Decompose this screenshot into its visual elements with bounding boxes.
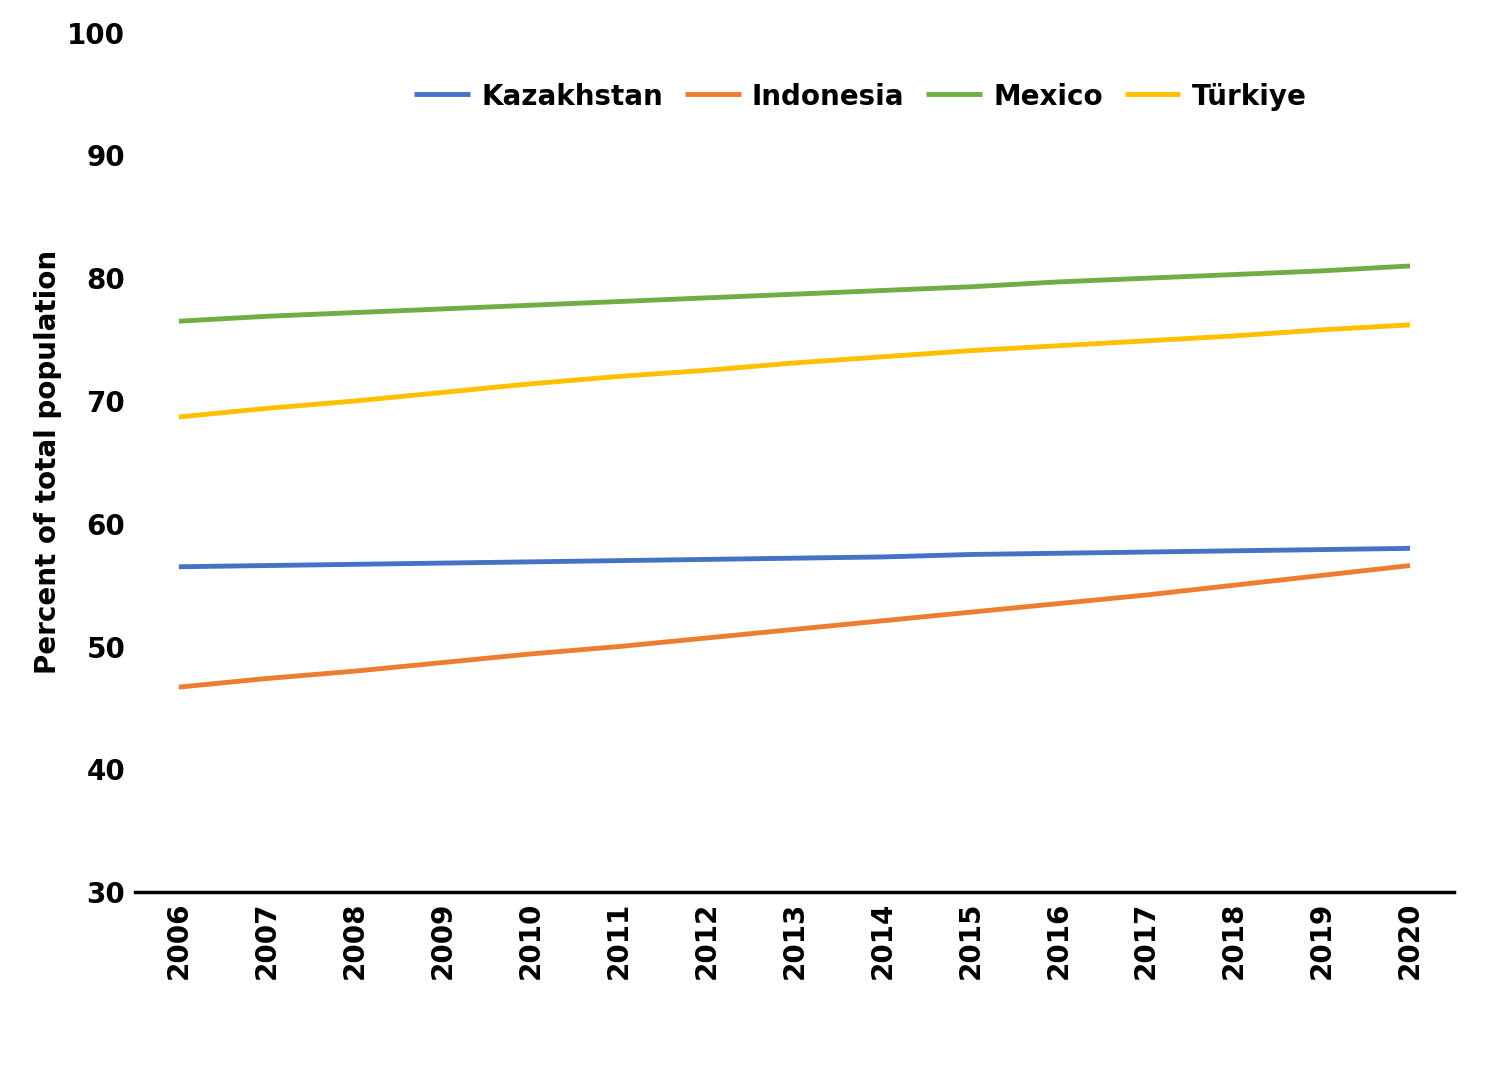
Kazakhstan (785, 552, 803, 565)
Mexico (1313, 264, 1331, 277)
Türkiye (610, 370, 628, 383)
Kazakhstan (522, 555, 540, 568)
Indonesia (169, 681, 187, 694)
Mexico (346, 306, 364, 319)
Türkiye (1225, 330, 1243, 343)
Indonesia (433, 656, 451, 669)
Mexico (258, 310, 276, 323)
Kazakhstan (433, 557, 451, 570)
Türkiye (697, 363, 715, 376)
Kazakhstan (874, 551, 892, 564)
Türkiye (1402, 319, 1420, 332)
Türkiye (433, 386, 451, 399)
Indonesia (785, 622, 803, 635)
Kazakhstan (610, 554, 628, 567)
Kazakhstan (169, 560, 187, 573)
Mexico (169, 314, 187, 327)
Türkiye (874, 350, 892, 363)
Indonesia (258, 672, 276, 685)
Mexico (522, 299, 540, 312)
Indonesia (610, 640, 628, 653)
Kazakhstan (1138, 545, 1156, 558)
Y-axis label: Percent of total population: Percent of total population (33, 250, 61, 675)
Türkiye (1138, 334, 1156, 347)
Türkiye (258, 401, 276, 415)
Indonesia (961, 606, 979, 619)
Kazakhstan (258, 559, 276, 572)
Indonesia (1138, 589, 1156, 602)
Indonesia (1313, 569, 1331, 582)
Kazakhstan (1049, 547, 1067, 560)
Indonesia (874, 615, 892, 628)
Indonesia (522, 647, 540, 660)
Türkiye (1049, 339, 1067, 353)
Mexico (610, 295, 628, 308)
Kazakhstan (1402, 542, 1420, 555)
Indonesia (1225, 579, 1243, 592)
Indonesia (346, 665, 364, 678)
Türkiye (1313, 323, 1331, 336)
Türkiye (346, 395, 364, 408)
Mexico (1138, 272, 1156, 285)
Türkiye (785, 357, 803, 370)
Mexico (961, 281, 979, 294)
Mexico (1049, 275, 1067, 288)
Line: Kazakhstan: Kazakhstan (178, 548, 1411, 567)
Line: Mexico: Mexico (178, 265, 1411, 321)
Mexico (433, 302, 451, 316)
Türkiye (961, 344, 979, 357)
Kazakhstan (346, 558, 364, 571)
Line: Türkiye: Türkiye (178, 325, 1411, 417)
Mexico (1402, 259, 1420, 272)
Indonesia (1049, 597, 1067, 610)
Kazakhstan (961, 548, 979, 561)
Kazakhstan (697, 553, 715, 566)
Legend: Kazakhstan, Indonesia, Mexico, Türkiye: Kazakhstan, Indonesia, Mexico, Türkiye (403, 72, 1318, 123)
Indonesia (697, 631, 715, 644)
Mexico (1225, 268, 1243, 281)
Mexico (874, 284, 892, 297)
Türkiye (522, 378, 540, 391)
Mexico (697, 292, 715, 305)
Indonesia (1402, 559, 1420, 572)
Line: Indonesia: Indonesia (178, 566, 1411, 688)
Türkiye (169, 410, 187, 423)
Kazakhstan (1225, 544, 1243, 557)
Kazakhstan (1313, 543, 1331, 556)
Mexico (785, 287, 803, 300)
